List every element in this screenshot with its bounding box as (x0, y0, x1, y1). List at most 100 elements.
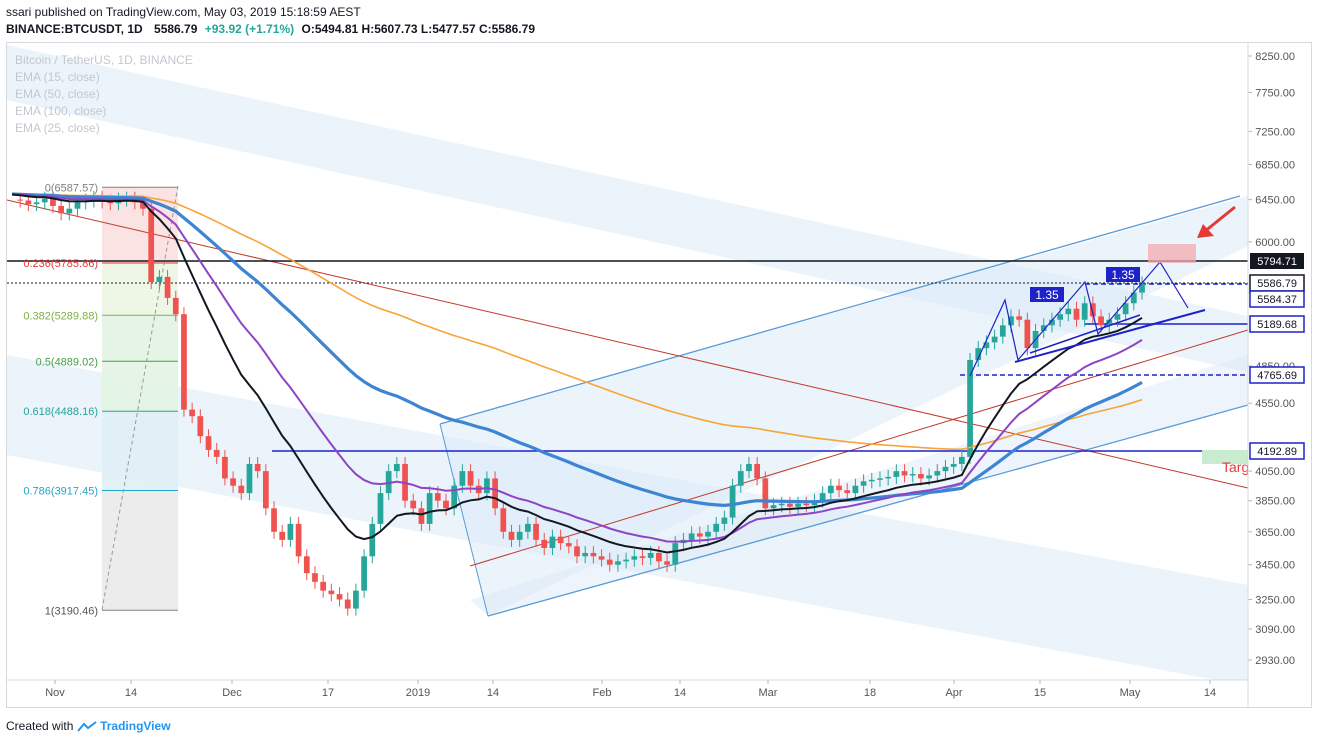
time-tick-label: Dec (222, 687, 242, 699)
candle-body (262, 471, 269, 509)
candle-body (958, 456, 965, 464)
candle-body (795, 503, 801, 507)
footer: Created with TradingView (6, 719, 171, 733)
legend-ema-25[interactable]: EMA (25, close) (15, 121, 100, 135)
candle-body (410, 500, 417, 509)
candle-body (33, 202, 40, 205)
legend-ema-50[interactable]: EMA (50, close) (15, 87, 100, 101)
channel-line-upper (439, 195, 1241, 425)
time-tick-label: 14 (674, 687, 686, 699)
candle-body (615, 561, 621, 565)
price-tick-label: 8250.00 (1255, 51, 1295, 63)
candle-body (631, 556, 638, 560)
candle-body (25, 200, 32, 205)
candle-body (1024, 319, 1031, 349)
candle-body (361, 556, 367, 591)
candle-body (746, 463, 752, 472)
price-tick-label: 4550.00 (1255, 398, 1295, 410)
candle-body (1139, 283, 1145, 293)
candle-body (909, 474, 916, 476)
candle-body (762, 478, 769, 509)
time-tick-label: 14 (487, 687, 499, 699)
price-tick-label: 6000.00 (1255, 237, 1295, 249)
footer-brand[interactable]: TradingView (100, 719, 171, 733)
measure-label-left: 1.35 (1035, 288, 1059, 302)
candle-body (598, 556, 605, 560)
candle-body (606, 559, 613, 565)
price-label-box (1249, 290, 1305, 308)
candle-body (901, 471, 908, 476)
fib-label: 0.618(4488.16) (23, 406, 98, 418)
candle-body (312, 573, 318, 582)
red-trendline-1 (7, 199, 1248, 489)
candle-body (1040, 325, 1047, 331)
candle-body (819, 493, 826, 501)
ema-25-line (11, 193, 1143, 543)
candle-body (639, 556, 646, 558)
candle-body (377, 493, 384, 524)
wedge-support-line (1014, 309, 1206, 363)
target-box-green (1202, 450, 1248, 464)
candle-body (1008, 316, 1014, 326)
candle-body (778, 503, 785, 506)
candle-body (467, 471, 474, 486)
fib-zone (102, 411, 178, 491)
candle-body (107, 201, 114, 204)
legend-title: Bitcoin / TetherUS, 1D, BINANCE (15, 53, 193, 67)
candle-body (451, 485, 458, 509)
time-tick-label: Feb (593, 687, 612, 699)
candle-body (1065, 308, 1072, 315)
candle-body (1057, 314, 1063, 320)
symbol-label: BINANCE:BTCUSDT, 1D (6, 22, 143, 36)
change-label: +93.92 (+1.71%) (204, 22, 295, 36)
candle-body (213, 449, 220, 457)
candle-body (844, 490, 851, 494)
candle-body (17, 199, 24, 201)
candle-body (140, 202, 146, 209)
arrow-shaft (1203, 205, 1236, 234)
candle-body (705, 531, 711, 537)
candle-body (737, 471, 744, 486)
price-tick-label: 6850.00 (1255, 160, 1295, 172)
candle-body (868, 479, 875, 482)
time-tick-label: 14 (125, 687, 137, 699)
candle-body (991, 336, 998, 343)
candle-body (516, 531, 523, 540)
fib-label: 0.236(5785.86) (23, 258, 98, 270)
candle-body (1081, 303, 1088, 320)
price-tick-label: 2930.00 (1255, 655, 1295, 667)
candle-body (582, 552, 589, 557)
legend-ema-100[interactable]: EMA (100, close) (15, 104, 107, 118)
candle-body (1130, 292, 1137, 304)
candle-body (344, 599, 351, 609)
candle-body (148, 208, 155, 283)
chart-frame[interactable] (6, 42, 1312, 708)
candle-body (877, 478, 883, 480)
legend-ema-15[interactable]: EMA (15, close) (15, 70, 100, 84)
ohlc-label: O:5494.81 H:5607.73 L:5477.57 C:5586.79 (301, 22, 536, 36)
price-tick-label: 3090.00 (1255, 624, 1295, 636)
time-tick-label: 18 (864, 687, 876, 699)
wedge-support-line-2 (1029, 314, 1141, 354)
price-label-text: 5586.79 (1257, 278, 1297, 290)
fib-zone (102, 315, 178, 362)
candle-body (590, 552, 597, 557)
symbol-ohlc-line: BINANCE:BTCUSDT, 1D 5586.79 +93.92 (+1.7… (6, 22, 535, 36)
candle-body (1122, 303, 1129, 315)
candle-body (696, 533, 703, 537)
candle-body (860, 481, 867, 486)
candle-body (156, 276, 163, 283)
candle-body (574, 546, 580, 557)
fib-trend-line (101, 185, 179, 611)
ema-15-line (11, 193, 1143, 554)
candle-body (484, 478, 490, 494)
candle-body (279, 531, 286, 540)
candle-body (336, 594, 343, 600)
time-tick-label: Nov (45, 687, 65, 699)
candle-body (353, 590, 359, 609)
red-trendline-2 (469, 329, 1248, 567)
candle-body (836, 485, 842, 491)
candle-body (508, 531, 515, 540)
candle-body (500, 508, 507, 532)
